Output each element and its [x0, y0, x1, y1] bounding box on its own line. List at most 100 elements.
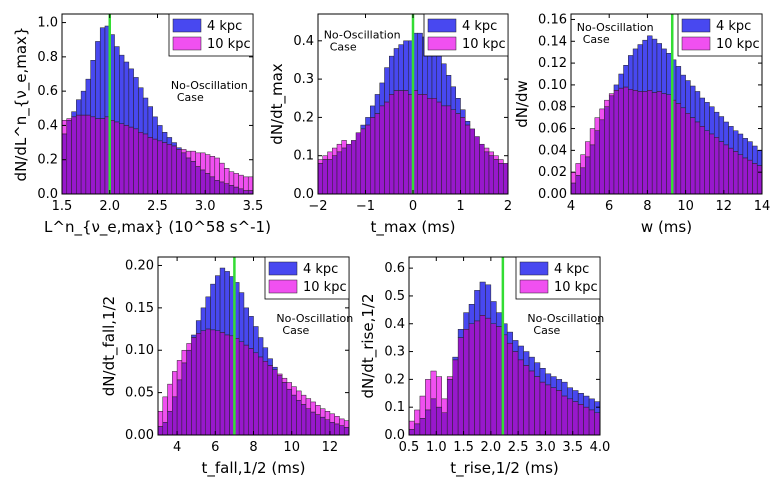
x-tick-label: 12	[322, 440, 339, 455]
bar-4kpc	[556, 379, 563, 391]
y-tick-label: 0.08	[538, 100, 567, 115]
panel-top-middle: −2 −1 0 1 2 0.0 0.1 0.2 0.3 0.4 t_max (ms) dN/dt_ma…	[268, 13, 512, 237]
y-tick-label: 0.4	[293, 34, 314, 49]
bar-4kpc	[642, 39, 648, 92]
bar-10kpc	[320, 408, 326, 418]
bar-overlap	[417, 94, 423, 194]
axes-frame	[570, 13, 763, 195]
bar-overlap	[728, 147, 734, 194]
bar-overlap	[506, 342, 513, 435]
bar-overlap	[733, 151, 739, 194]
x-tick-label: 0.5	[399, 440, 420, 455]
bar-10kpc	[162, 396, 168, 423]
y-tick-label: 0.00	[538, 187, 567, 202]
bar-overlap	[351, 140, 357, 194]
bar-overlap	[699, 126, 705, 194]
bars	[158, 267, 349, 435]
bar-overlap	[485, 317, 492, 435]
bar-10kpc	[585, 141, 591, 158]
bar-overlap	[138, 132, 144, 194]
bar-overlap	[474, 136, 480, 194]
bar-4kpc	[723, 121, 729, 146]
bar-4kpc	[398, 44, 404, 91]
panel-top-right: 4 6 8 10 12 14 0.00 0.02 0.04 0.06 0.08 0.10 0.12 0.1…	[513, 12, 770, 236]
bar-4kpc	[577, 393, 584, 405]
bar-overlap	[567, 398, 573, 435]
bar-overlap	[346, 143, 352, 194]
bar-overlap	[158, 426, 164, 435]
bar-overlap	[419, 418, 426, 435]
bar-4kpc	[457, 329, 464, 338]
bar-overlap	[262, 361, 269, 435]
bar-overlap	[85, 114, 91, 194]
x-tick-label: 2.5	[508, 440, 529, 455]
bar-overlap	[167, 411, 173, 435]
bar-overlap	[66, 120, 72, 194]
bar-overlap	[571, 182, 577, 194]
bar-4kpc	[253, 326, 259, 354]
bar-overlap	[550, 387, 557, 435]
bar-10kpc	[315, 405, 321, 415]
bar-overlap	[171, 145, 177, 194]
bar-4kpc	[523, 351, 530, 366]
y-tick-label: 0.05	[125, 386, 154, 401]
legend-swatch	[519, 261, 549, 276]
bar-overlap	[561, 395, 568, 435]
bar-4kpc	[205, 296, 211, 330]
bar-10kpc	[186, 343, 192, 351]
bar-4kpc	[436, 52, 442, 103]
bar-overlap	[119, 123, 125, 194]
annotation-line: No-Oscillation	[171, 79, 248, 92]
bar-4kpc	[742, 138, 748, 159]
bar-4kpc	[152, 116, 158, 140]
legend: 4 kpc 10 kpc	[264, 256, 350, 300]
bar-10kpc	[301, 394, 307, 405]
bar-overlap	[166, 144, 173, 194]
bar-overlap	[128, 126, 134, 194]
bar-overlap	[479, 143, 485, 194]
bar-overlap	[680, 107, 686, 194]
bar-overlap	[580, 167, 586, 194]
bar-overlap	[95, 118, 101, 194]
bar-10kpc	[224, 168, 230, 184]
x-tick-label: 6	[605, 199, 613, 214]
bar-overlap	[248, 348, 254, 435]
bar-10kpc	[414, 409, 421, 425]
bar-overlap	[238, 341, 245, 435]
legend-swatch	[427, 18, 457, 33]
bar-4kpc	[618, 73, 624, 89]
bar-overlap	[704, 130, 710, 194]
bar-10kpc	[228, 171, 235, 186]
x-tick-label: 2.5	[147, 199, 168, 214]
bar-4kpc	[243, 307, 249, 346]
bar-10kpc	[286, 382, 292, 390]
bar-10kpc	[488, 151, 494, 156]
bar-overlap	[322, 159, 328, 194]
bar-10kpc	[575, 163, 581, 176]
bar-4kpc	[147, 106, 153, 138]
bar-4kpc	[90, 60, 96, 118]
y-tick-label: 0.2	[293, 110, 314, 125]
x-tick-label: 12	[716, 199, 733, 214]
bar-overlap	[441, 105, 447, 194]
bars	[571, 35, 762, 194]
x-tick-label: 6	[211, 440, 219, 455]
bar-overlap	[329, 422, 335, 435]
bar-4kpc	[200, 307, 207, 331]
legend-swatch	[681, 36, 711, 51]
y-tick-label: 0.4	[37, 118, 58, 133]
bar-4kpc	[389, 55, 395, 95]
bar-overlap	[642, 91, 648, 194]
bar-overlap	[219, 181, 225, 194]
bar-4kpc	[647, 35, 653, 91]
y-tick-label: 0.2	[37, 153, 58, 168]
bar-overlap	[572, 401, 579, 435]
bar-overlap	[305, 408, 312, 435]
bar-overlap	[490, 323, 497, 435]
bar-4kpc	[465, 120, 471, 126]
bar-overlap	[176, 379, 183, 435]
x-tick-label: 4	[173, 440, 181, 455]
bar-4kpc	[474, 290, 481, 322]
